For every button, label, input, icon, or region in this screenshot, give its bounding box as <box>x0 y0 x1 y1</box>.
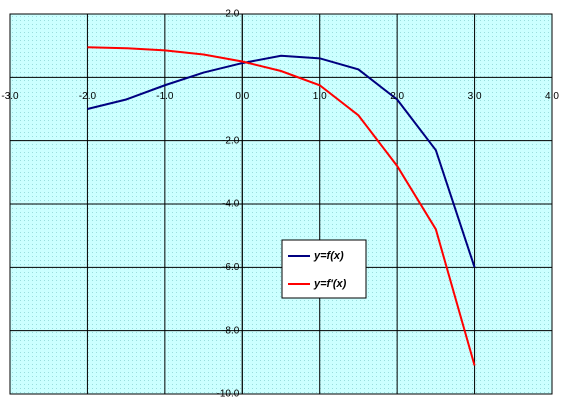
x-tick-label: 2.0 <box>390 91 404 102</box>
legend-label: y=f(x) <box>313 250 344 262</box>
series-line <box>87 46 476 366</box>
x-tick-label: -3.0 <box>1 91 19 102</box>
x-tick-label: 1.0 <box>313 91 327 102</box>
y-tick-label: -8.0 <box>222 325 240 336</box>
y-tick-label: -10.0 <box>216 389 239 400</box>
y-tick-label: -4.0 <box>222 199 240 210</box>
x-tick-label: -1.0 <box>156 91 174 102</box>
legend <box>281 239 367 299</box>
y-tick-label: -2.0 <box>222 135 240 146</box>
x-tick-label: 3.0 <box>468 91 482 102</box>
series-line <box>87 54 476 268</box>
x-tick-label: 4.0 <box>545 91 559 102</box>
x-tick-label: -2.0 <box>79 91 97 102</box>
legend-label: y=f'(x) <box>313 278 347 290</box>
y-tick-label: -6.0 <box>222 262 240 273</box>
y-tick-label: 2.0 <box>225 9 239 20</box>
x-tick-label: 0.0 <box>235 91 249 102</box>
